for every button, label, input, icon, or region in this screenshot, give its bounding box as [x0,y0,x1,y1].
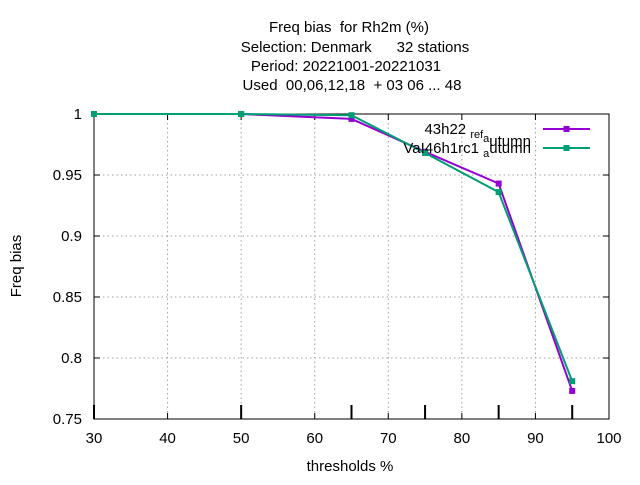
y-tick-label: 0.8 [61,350,82,367]
series-point [238,111,245,117]
legend-marker-2 [563,145,570,151]
x-tick-label: 40 [159,430,176,447]
x-tick-label: 90 [527,430,544,447]
axis-ticks [93,113,610,420]
legend-label-1: 43h22 refautumn [424,121,531,150]
plot-frame [93,113,610,420]
y-tick-label: 0.75 [53,411,82,428]
series-point [91,111,97,117]
series-point [495,180,502,187]
title-line-1: Freq bias for Rh2m (%) [269,19,429,36]
series-point [569,378,576,385]
series-point [569,387,576,394]
series-point [348,112,355,119]
x-tick-label: 70 [380,430,397,447]
chart-title: Freq bias for Rh2m (%) Selection: Denmar… [241,19,469,94]
y-tick-label: 0.85 [53,289,82,306]
x-tick-label: 100 [596,430,621,447]
y-tick-label: 0.95 [53,167,82,184]
x-tick-label: 50 [233,430,250,447]
legend-label-2: VaI46h1rc1 autumn [403,140,531,160]
legend-marker-1 [563,126,570,132]
x-tick-label: 30 [86,430,103,447]
title-line-2: Selection: Denmark 32 stations [241,39,469,56]
title-line-4: Used 00,06,12,18 + 03 06 ... 48 [243,77,462,94]
grid [94,114,609,419]
title-line-3: Period: 20221001-20221031 [251,58,441,75]
x-axis-label: thresholds % [307,458,394,475]
x-tick-label: 60 [306,430,323,447]
y-tick-label: 0.9 [61,228,82,245]
series-point [422,150,429,157]
y-tick-label: 1 [74,106,82,123]
y-axis-label: Freq bias [8,235,25,298]
x-tick-label: 80 [454,430,471,447]
series-lines [91,111,576,394]
series-line-2 [94,113,574,382]
series-point [348,115,355,122]
series-point [495,189,502,196]
